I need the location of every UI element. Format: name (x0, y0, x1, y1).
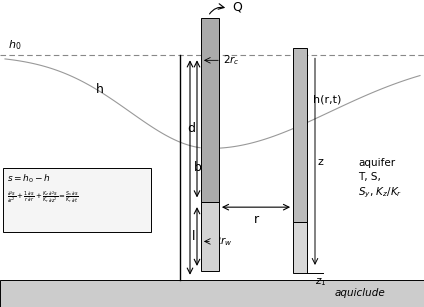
Text: h: h (96, 83, 104, 96)
Text: h(r,t): h(r,t) (313, 95, 341, 104)
Text: aquifer: aquifer (358, 158, 395, 168)
Text: r: r (254, 213, 259, 226)
Text: b: b (194, 161, 202, 174)
Text: $2r_c$: $2r_c$ (223, 53, 240, 67)
Text: Q: Q (232, 0, 242, 13)
Bar (3, 168, 151, 231)
Text: $s = h_0 - h$: $s = h_0 - h$ (7, 173, 51, 185)
Text: z: z (318, 157, 324, 167)
Text: $\frac{\partial^2 s}{\partial r^2}+\frac{1}{r}\frac{\partial s}{\partial r}+\fra: $\frac{\partial^2 s}{\partial r^2}+\frac… (7, 189, 78, 206)
Text: $S_y$, $K_z$/$K_r$: $S_y$, $K_z$/$K_r$ (358, 186, 402, 200)
Text: $2r_w$: $2r_w$ (214, 235, 233, 248)
Bar (293, 222, 307, 273)
Text: $z_1$: $z_1$ (315, 277, 326, 289)
Text: aquiclude: aquiclude (335, 288, 385, 298)
Bar (293, 48, 307, 222)
Bar (201, 202, 219, 271)
Bar (0, 280, 424, 307)
Text: l: l (192, 230, 195, 243)
Text: $h_0$: $h_0$ (8, 38, 22, 52)
Text: d: d (187, 122, 195, 135)
Bar (201, 18, 219, 202)
Text: T, S,: T, S, (358, 172, 381, 182)
